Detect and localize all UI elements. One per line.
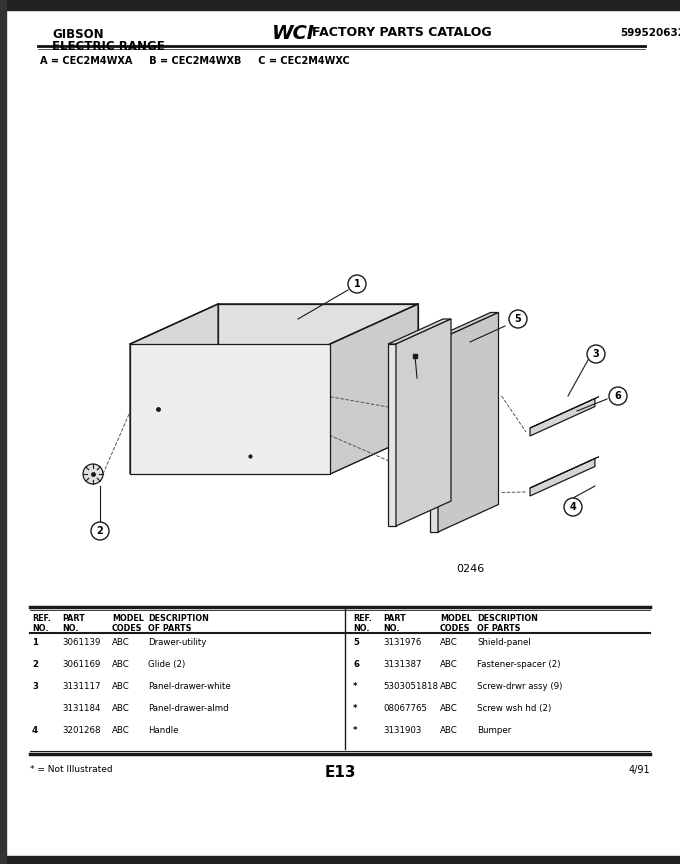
Text: 2: 2 <box>32 660 38 669</box>
Bar <box>0 0 6 864</box>
Bar <box>0 856 680 864</box>
Polygon shape <box>430 340 438 532</box>
Text: ABC: ABC <box>112 682 130 691</box>
Text: *: * <box>353 704 358 713</box>
Polygon shape <box>530 398 595 436</box>
Text: ABC: ABC <box>440 638 458 647</box>
Polygon shape <box>530 459 595 496</box>
Text: 3: 3 <box>593 349 599 359</box>
Circle shape <box>509 310 527 328</box>
Circle shape <box>348 275 366 293</box>
Polygon shape <box>388 344 396 526</box>
Text: WCI: WCI <box>272 24 315 43</box>
Polygon shape <box>330 304 418 474</box>
Text: FACTORY PARTS CATALOG: FACTORY PARTS CATALOG <box>312 26 492 39</box>
Text: ELECTRIC RANGE: ELECTRIC RANGE <box>52 40 165 53</box>
Polygon shape <box>530 457 599 488</box>
Text: 5: 5 <box>353 638 359 647</box>
Text: 3061169: 3061169 <box>62 660 101 669</box>
Text: 3: 3 <box>32 682 38 691</box>
Text: 3131387: 3131387 <box>383 660 422 669</box>
Text: 3061139: 3061139 <box>62 638 101 647</box>
Text: 6: 6 <box>353 660 359 669</box>
Text: 5995206322: 5995206322 <box>620 28 680 38</box>
Text: Bumper: Bumper <box>477 726 511 735</box>
Text: Panel-drawer-white: Panel-drawer-white <box>148 682 231 691</box>
Text: ABC: ABC <box>112 704 130 713</box>
Text: 5303051818: 5303051818 <box>383 682 438 691</box>
Text: 1: 1 <box>32 638 38 647</box>
Text: 6: 6 <box>615 391 622 401</box>
Text: 3131903: 3131903 <box>383 726 422 735</box>
Text: A = CEC2M4WXA     B = CEC2M4WXB     C = CEC2M4WXC: A = CEC2M4WXA B = CEC2M4WXB C = CEC2M4WX… <box>40 56 350 66</box>
Text: Drawer-utility: Drawer-utility <box>148 638 206 647</box>
Text: 1: 1 <box>354 279 360 289</box>
Text: 2: 2 <box>97 526 103 536</box>
Text: Screw wsh hd (2): Screw wsh hd (2) <box>477 704 551 713</box>
Text: Handle: Handle <box>148 726 178 735</box>
Text: ABC: ABC <box>112 638 130 647</box>
Text: 4/91: 4/91 <box>628 765 650 775</box>
Text: REF.
NO.: REF. NO. <box>353 614 372 633</box>
Circle shape <box>83 464 103 484</box>
Polygon shape <box>438 313 498 532</box>
Text: 3131184: 3131184 <box>62 704 101 713</box>
Text: 08067765: 08067765 <box>383 704 427 713</box>
Polygon shape <box>396 319 451 526</box>
Text: MODEL
CODES: MODEL CODES <box>112 614 144 633</box>
Text: Panel-drawer-almd: Panel-drawer-almd <box>148 704 228 713</box>
Text: 3201268: 3201268 <box>62 726 101 735</box>
Text: Fastener-spacer (2): Fastener-spacer (2) <box>477 660 560 669</box>
Text: Shield-panel: Shield-panel <box>477 638 531 647</box>
Text: 4: 4 <box>32 726 38 735</box>
Polygon shape <box>430 313 498 340</box>
Text: DESCRIPTION
OF PARTS: DESCRIPTION OF PARTS <box>148 614 209 633</box>
Polygon shape <box>130 434 418 474</box>
Text: 3131976: 3131976 <box>383 638 422 647</box>
Text: * = Not Illustrated: * = Not Illustrated <box>30 765 113 774</box>
Text: GIBSON: GIBSON <box>52 28 103 41</box>
Polygon shape <box>130 304 218 474</box>
Polygon shape <box>530 397 599 428</box>
Text: 0246: 0246 <box>456 564 484 574</box>
Text: *: * <box>353 726 358 735</box>
Circle shape <box>564 498 582 516</box>
Text: DESCRIPTION
OF PARTS: DESCRIPTION OF PARTS <box>477 614 538 633</box>
Text: 4: 4 <box>570 502 577 512</box>
Text: ABC: ABC <box>440 704 458 713</box>
Text: REF.
NO.: REF. NO. <box>32 614 51 633</box>
Text: Glide (2): Glide (2) <box>148 660 185 669</box>
Text: PART
NO.: PART NO. <box>62 614 85 633</box>
Text: *: * <box>353 682 358 691</box>
Text: 3131117: 3131117 <box>62 682 101 691</box>
Circle shape <box>609 387 627 405</box>
Text: ABC: ABC <box>440 726 458 735</box>
Circle shape <box>587 345 605 363</box>
Text: MODEL
CODES: MODEL CODES <box>440 614 472 633</box>
Bar <box>0 0 680 10</box>
Text: PART
NO.: PART NO. <box>383 614 406 633</box>
Text: ABC: ABC <box>112 660 130 669</box>
Polygon shape <box>388 319 451 344</box>
Text: ABC: ABC <box>440 660 458 669</box>
Text: 5: 5 <box>515 314 522 324</box>
Text: ABC: ABC <box>112 726 130 735</box>
Polygon shape <box>130 344 330 474</box>
Text: Screw-drwr assy (9): Screw-drwr assy (9) <box>477 682 562 691</box>
Polygon shape <box>218 304 418 434</box>
Text: E13: E13 <box>324 765 356 780</box>
Circle shape <box>91 522 109 540</box>
Text: ABC: ABC <box>440 682 458 691</box>
